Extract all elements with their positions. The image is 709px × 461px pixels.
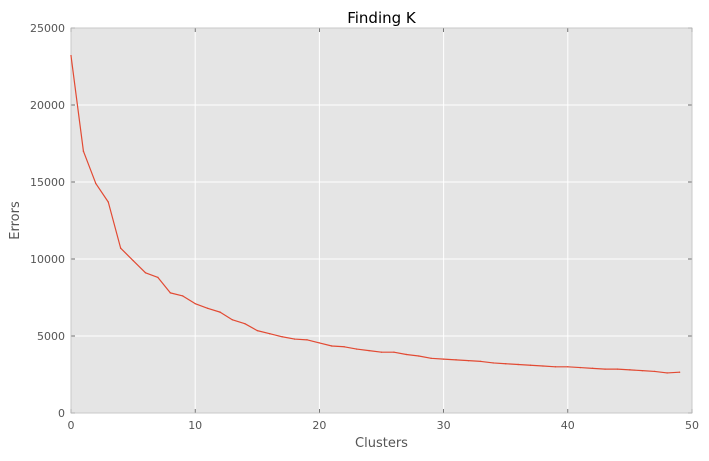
data-point: [368, 349, 370, 352]
x-tick-label: 10: [188, 419, 202, 432]
plot-area: [71, 28, 692, 413]
y-tick-label: 5000: [37, 330, 65, 343]
data-point: [405, 353, 408, 356]
data-point: [666, 372, 668, 374]
data-point: [480, 360, 482, 363]
series-line: [70, 55, 680, 374]
data-point: [430, 357, 432, 360]
data-point: [194, 302, 196, 305]
x-tick-label: 20: [312, 419, 326, 432]
data-point: [269, 332, 271, 335]
y-tick-label: 0: [58, 407, 65, 420]
data-point: [418, 355, 420, 357]
data-point: [542, 365, 544, 367]
data-point: [641, 369, 644, 372]
y-tick-label: 15000: [30, 176, 65, 189]
x-tick-label: 0: [68, 419, 75, 432]
data-point: [343, 346, 345, 348]
x-tick-label: 40: [561, 419, 575, 432]
data-point: [442, 358, 445, 360]
data-point: [70, 55, 72, 57]
y-tick-label: 25000: [30, 22, 65, 35]
x-tick-label: 30: [437, 419, 451, 432]
data-point: [244, 322, 246, 325]
y-tick-label: 10000: [30, 253, 65, 266]
data-point: [281, 336, 283, 338]
plot-frame: [70, 27, 693, 414]
data-point: [107, 201, 109, 203]
data-point: [492, 362, 494, 364]
data-point: [654, 370, 656, 373]
data-point: [182, 295, 184, 297]
data-point: [393, 351, 395, 353]
data-point: [231, 319, 234, 321]
data-point: [144, 272, 147, 274]
data-point: [293, 338, 296, 340]
data-point: [132, 259, 134, 262]
data-point: [629, 369, 631, 371]
data-point: [604, 368, 606, 370]
data-point: [157, 276, 159, 279]
data-point: [355, 348, 358, 350]
data-point: [455, 359, 457, 361]
x-axis-label: Clusters: [355, 436, 408, 451]
data-point: [529, 364, 532, 366]
data-point: [306, 339, 308, 341]
data-point: [256, 329, 258, 332]
data-point: [318, 342, 321, 344]
data-point: [567, 366, 569, 368]
axis-ticks: 0 10 20 30 40 50 0 5000 10000 15000 20000 25000: [30, 22, 699, 432]
data-point: [554, 366, 557, 368]
data-point: [331, 345, 333, 347]
data-point: [380, 351, 383, 353]
data-point: [95, 182, 97, 185]
y-axis-label: Errors: [8, 201, 23, 240]
data-point: [119, 247, 122, 249]
data-point: [517, 363, 519, 366]
data-point: [82, 150, 85, 152]
y-tick-label: 20000: [30, 99, 65, 112]
data-point: [579, 366, 581, 369]
chart-title: Finding K: [347, 9, 417, 27]
data-point: [591, 367, 594, 370]
series-layer: [70, 55, 681, 374]
data-point: [206, 307, 209, 309]
data-point: [616, 368, 619, 370]
data-point: [219, 311, 221, 313]
data-point: [169, 292, 172, 294]
x-tick-label: 50: [685, 419, 699, 432]
data-point: [678, 371, 681, 373]
data-point: [505, 363, 507, 365]
data-point: [467, 359, 470, 362]
